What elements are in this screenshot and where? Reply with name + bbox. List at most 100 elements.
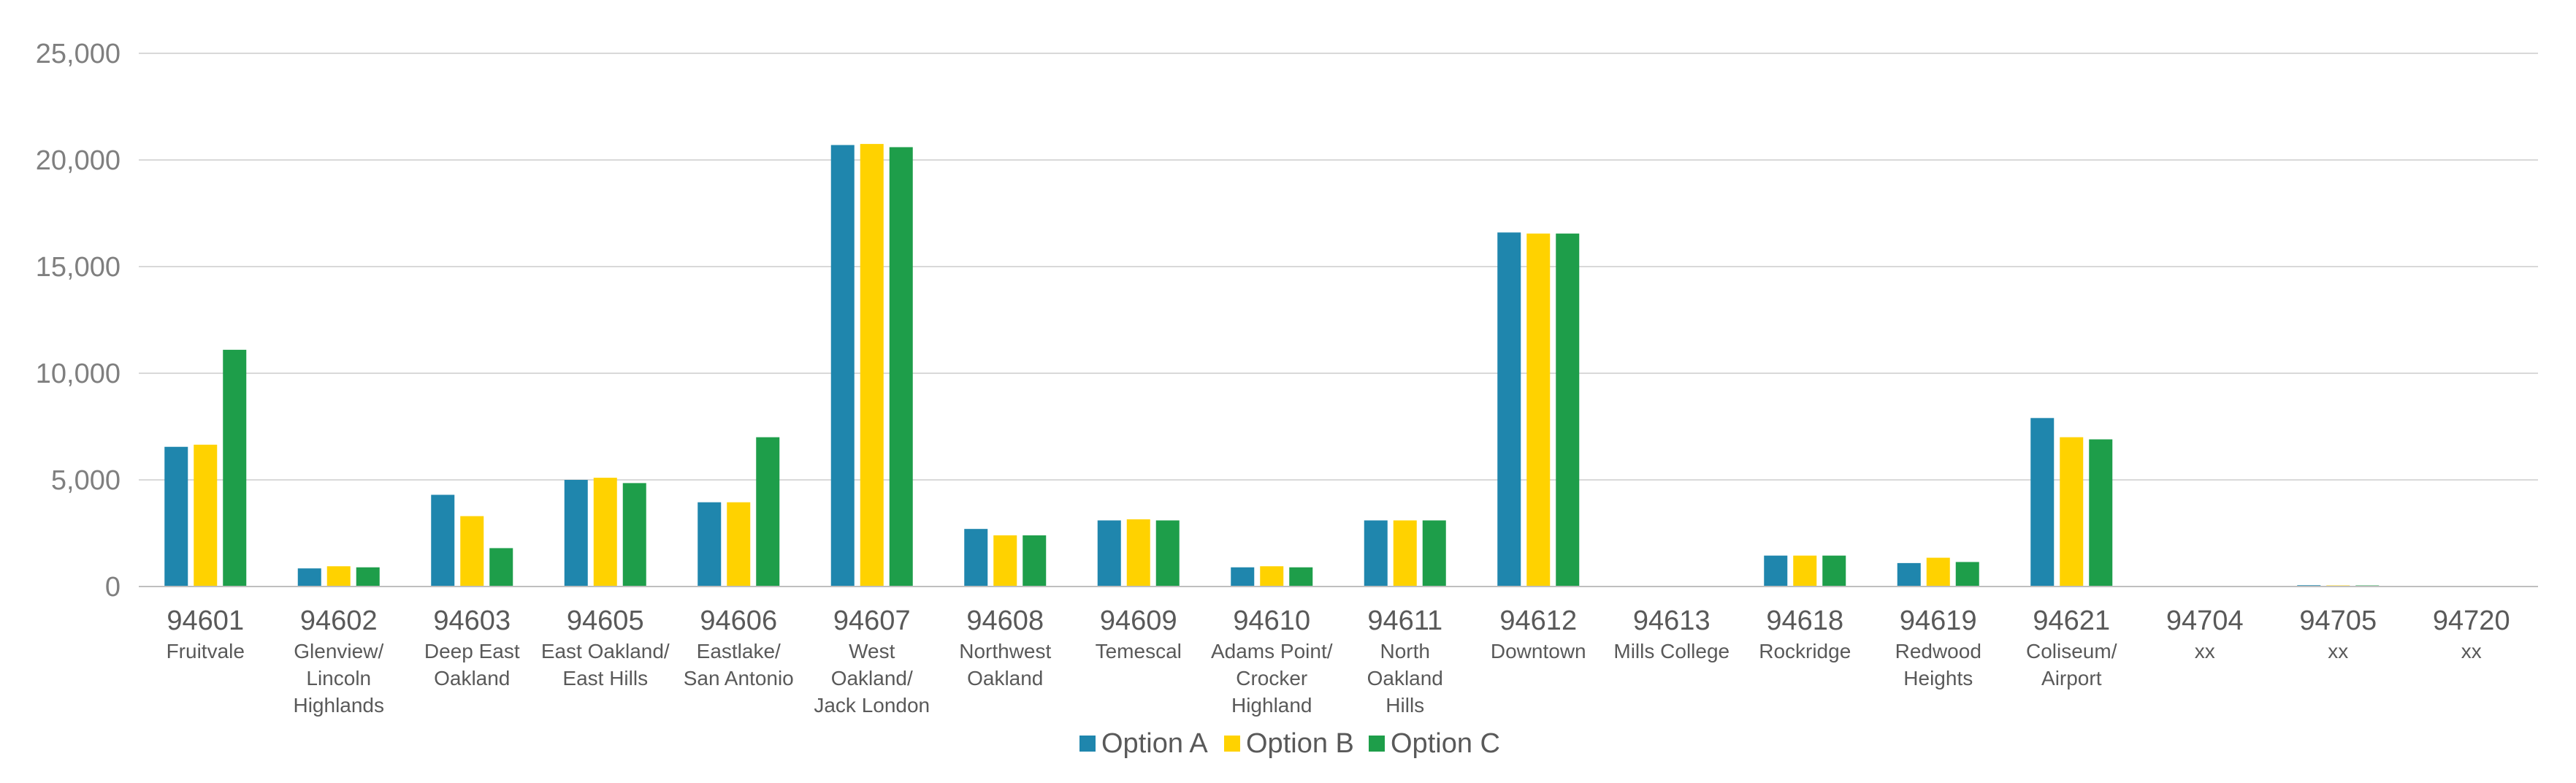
- x-tick-label-name: Oakland/: [831, 667, 913, 690]
- x-tick-label-name: Rockridge: [1759, 640, 1851, 662]
- bar: [622, 483, 646, 587]
- x-tick-label-code: 94610: [1233, 606, 1310, 636]
- bar: [1155, 520, 1180, 587]
- bar: [697, 502, 722, 587]
- legend-label: Option A: [1101, 728, 1208, 759]
- bar: [2060, 437, 2084, 587]
- y-tick-label: 5,000: [51, 465, 121, 496]
- bar: [164, 446, 188, 587]
- x-tick-label-name: xx: [2461, 640, 2482, 662]
- x-tick-label-code: 94613: [1633, 606, 1711, 636]
- legend-swatch: [1224, 736, 1240, 752]
- x-tick-label-name: Northwest: [959, 640, 1051, 662]
- y-tick-label: 0: [105, 572, 121, 603]
- bar: [2030, 418, 2055, 587]
- bar: [1497, 232, 1521, 587]
- x-tick-label-code: 94612: [1499, 606, 1577, 636]
- legend: Option A Option B Option C: [1079, 728, 1500, 759]
- x-tick-label-code: 94603: [433, 606, 511, 636]
- x-tick-label-name: Oakland: [434, 667, 510, 690]
- bar: [489, 548, 513, 587]
- x-tick-label-name: Heights: [1903, 667, 1973, 690]
- x-tick-label-name: Mills College: [1613, 640, 1730, 662]
- bar: [1023, 535, 1047, 587]
- bar: [889, 147, 913, 587]
- x-tick-label-code: 94621: [2033, 606, 2110, 636]
- bar: [727, 502, 751, 587]
- bar: [993, 535, 1017, 587]
- legend-label: Option B: [1246, 728, 1354, 759]
- bar: [431, 494, 455, 587]
- x-tick-label-name: Airport: [2041, 667, 2102, 690]
- x-tick-label-code: 94601: [167, 606, 244, 636]
- x-tick-label-name: Highlands: [293, 694, 384, 717]
- bar: [1526, 233, 1551, 587]
- bar: [194, 444, 218, 587]
- bar: [1289, 567, 1313, 587]
- bar-series: [164, 144, 2512, 587]
- x-tick-label-name: Adams Point/: [1211, 640, 1333, 662]
- legend-swatch: [1079, 736, 1096, 752]
- y-tick-label: 10,000: [36, 359, 121, 389]
- x-tick-label-name: East Oakland/: [541, 640, 670, 662]
- x-tick-label-code: 94619: [1900, 606, 1977, 636]
- x-tick-label-name: West: [849, 640, 895, 662]
- bar: [1955, 562, 1979, 587]
- bar: [1126, 519, 1150, 587]
- x-tick-label-code: 94608: [966, 606, 1044, 636]
- x-tick-label-name: Coliseum/: [2026, 640, 2117, 662]
- x-tick-label-code: 94705: [2299, 606, 2377, 636]
- bar: [1422, 520, 1446, 587]
- x-tick-label-name: San Antonio: [684, 667, 794, 690]
- bar: [1364, 520, 1388, 587]
- bar: [1822, 555, 1846, 587]
- bar: [460, 516, 484, 587]
- x-tick-label-name: East Hills: [562, 667, 648, 690]
- bar: [297, 568, 321, 587]
- y-tick-label: 20,000: [36, 145, 121, 176]
- x-tick-label-code: 94607: [833, 606, 911, 636]
- legend-swatch: [1369, 736, 1385, 752]
- x-tick-label-code: 94602: [300, 606, 378, 636]
- x-tick-label-code: 94611: [1367, 606, 1442, 636]
- gridlines: [139, 53, 2538, 481]
- x-tick-label-name: xx: [2195, 640, 2215, 662]
- bar: [1897, 562, 1921, 587]
- x-tick-label-name: Temescal: [1096, 640, 1182, 662]
- series-option-b: [194, 144, 2483, 587]
- bar: [564, 480, 588, 587]
- bar: [756, 437, 780, 587]
- series-option-a: [164, 145, 2454, 587]
- x-tick-label-name: Crocker: [1236, 667, 1307, 690]
- x-tick-label-code: 94704: [2166, 606, 2244, 636]
- bar: [223, 349, 247, 587]
- bar: [2089, 439, 2113, 587]
- y-tick-label: 15,000: [36, 252, 121, 283]
- x-tick-label-code: 94605: [567, 606, 644, 636]
- x-tick-label-name: Eastlake/: [697, 640, 781, 662]
- bar: [1926, 557, 1950, 587]
- bar: [1556, 233, 1580, 587]
- x-tick-label-name: Redwood: [1895, 640, 1981, 662]
- bar: [326, 566, 351, 587]
- x-tick-label-name: Oakland: [967, 667, 1043, 690]
- x-tick-label-name: Oakland: [1367, 667, 1443, 690]
- bar: [593, 478, 617, 587]
- y-tick-label: 25,000: [36, 39, 121, 69]
- x-axis-tick-labels: 94601 Fruitvale 94602 Glenview/Lincoln Highl…: [167, 606, 2510, 717]
- x-tick-label-name: Fruitvale: [167, 640, 245, 662]
- bar: [356, 567, 380, 587]
- bar: [860, 144, 884, 587]
- x-tick-label-code: 94618: [1766, 606, 1843, 636]
- y-axis-tick-labels: 0 5,000 10,000 15,000 20,000 25,000: [36, 39, 121, 603]
- x-tick-label-name: Jack London: [814, 694, 930, 717]
- bar: [1260, 566, 1284, 587]
- x-tick-label-name: Lincoln: [306, 667, 371, 690]
- bar: [1764, 555, 1788, 587]
- bar: [1097, 520, 1121, 587]
- x-tick-label-name: Glenview/: [294, 640, 383, 662]
- x-tick-label-name: North: [1380, 640, 1430, 662]
- x-tick-label-name: Deep East: [424, 640, 520, 662]
- bar: [1793, 555, 1817, 587]
